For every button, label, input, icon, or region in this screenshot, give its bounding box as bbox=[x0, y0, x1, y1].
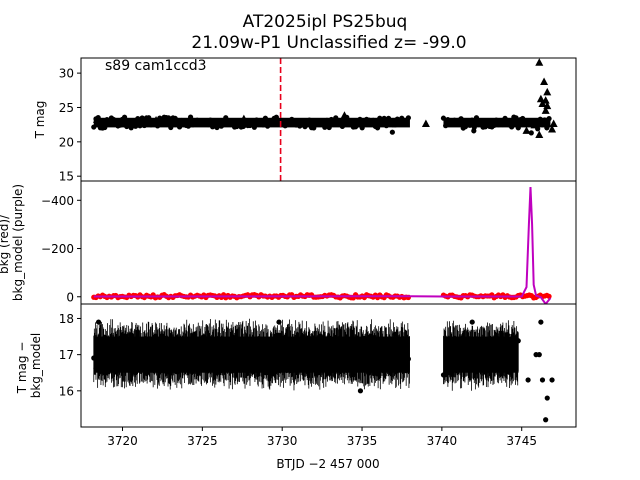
chart-subtitle: 21.09w-P1 Unclassified z= -99.0 bbox=[191, 33, 466, 53]
bkg-panel: 0 −200 −400 bbox=[41, 180, 577, 305]
tmag-triangle-19 bbox=[549, 119, 558, 127]
tmag-point-3 bbox=[528, 130, 534, 136]
xtick-label-2: 3730 bbox=[267, 434, 298, 448]
tmag-triangle-4 bbox=[421, 119, 430, 127]
diff-point-2 bbox=[263, 370, 269, 376]
x-axis-ticks: 3720 3725 3730 3735 3740 3745 bbox=[107, 427, 537, 448]
bkg-ytick-label-2: −400 bbox=[41, 194, 74, 208]
tmag-triangle-5 bbox=[457, 116, 466, 125]
diff-y-label-line1: T mag − bbox=[15, 342, 29, 395]
diff-point-10 bbox=[538, 319, 544, 325]
diff-point-4 bbox=[469, 319, 475, 325]
tmag-series-triangles bbox=[92, 58, 558, 138]
bkg-series-bkg_model bbox=[93, 186, 552, 304]
diff-series-band bbox=[91, 318, 521, 391]
tmag-triangle-1 bbox=[152, 116, 161, 124]
chart-title: AT2025ipl PS25buq bbox=[243, 12, 408, 32]
tmag-ytick-label-0: 15 bbox=[59, 170, 74, 184]
tmag-triangle-18 bbox=[548, 124, 557, 133]
diff-point-0 bbox=[357, 388, 364, 394]
tmag-marks bbox=[91, 58, 558, 181]
x-axis-label: BTJD −2 457 000 bbox=[276, 457, 379, 471]
diff-point-3 bbox=[95, 319, 102, 325]
bkg-ytick-label-0: 0 bbox=[66, 290, 74, 304]
diff-point-12 bbox=[525, 377, 531, 383]
diff-band-dots-0 bbox=[91, 331, 411, 378]
tmag-ytick-label-3: 30 bbox=[59, 67, 74, 81]
tmag-triangle-15 bbox=[543, 101, 552, 110]
xtick-label-0: 3720 bbox=[107, 434, 138, 448]
diff-point-9 bbox=[536, 352, 542, 358]
diff-y-label-line2: bkg_model bbox=[29, 333, 43, 399]
tmag-triangle-2 bbox=[239, 114, 248, 123]
tmag-ytick-label-1: 20 bbox=[59, 135, 74, 149]
tmag-triangle-11 bbox=[541, 106, 550, 114]
xtick-label-4: 3740 bbox=[427, 434, 458, 448]
tmag-triangle-16 bbox=[541, 96, 550, 104]
bkg-y-label: bkg (red)/ bkg_model (purple) bbox=[0, 184, 25, 301]
tmag-band-dots-0 bbox=[91, 114, 411, 131]
tmag-triangle-0 bbox=[92, 115, 101, 123]
tmag-triangle-9 bbox=[540, 117, 549, 125]
diff-series-dots bbox=[95, 319, 555, 423]
tmag-y-ticks: 15 20 25 30 bbox=[59, 67, 81, 184]
bkg-ytick-label-1: −200 bbox=[41, 242, 74, 256]
diff-marks bbox=[91, 318, 555, 423]
tmag-point-1 bbox=[389, 129, 395, 135]
bkg-marks bbox=[91, 186, 552, 304]
tmag-annotation: s89 cam1ccd3 bbox=[105, 58, 207, 74]
diff-panel: 16 17 18 bbox=[59, 303, 577, 428]
diff-point-5 bbox=[543, 417, 549, 423]
diff-y-label: T mag − bkg_model bbox=[15, 333, 43, 399]
tmag-triangle-8 bbox=[535, 130, 544, 138]
diff-band-dots-1 bbox=[440, 332, 521, 378]
tmag-point-4 bbox=[535, 126, 541, 132]
tmag-triangle-6 bbox=[522, 126, 531, 134]
diff-y-ticks: 16 17 18 bbox=[59, 312, 81, 398]
bkg-line-bkg_model bbox=[93, 186, 552, 304]
diff-point-6 bbox=[544, 395, 550, 401]
bkg-y-ticks: 0 −200 −400 bbox=[41, 194, 81, 304]
tmag-point-0 bbox=[297, 123, 303, 129]
tmag-triangle-7 bbox=[530, 120, 539, 129]
diff-frame bbox=[80, 303, 577, 428]
diff-point-1 bbox=[276, 319, 282, 325]
tmag-series-dots bbox=[297, 123, 541, 136]
tmag-ytick-label-2: 25 bbox=[59, 101, 74, 115]
tmag-triangle-10 bbox=[543, 87, 552, 96]
diff-point-11 bbox=[549, 377, 555, 383]
bkg-y-label-line2: bkg_model (purple) bbox=[11, 184, 25, 301]
diff-ytick-label-2: 18 bbox=[59, 312, 74, 326]
diff-point-7 bbox=[539, 377, 546, 383]
tmag-triangle-3 bbox=[340, 111, 349, 119]
xtick-label-1: 3725 bbox=[187, 434, 218, 448]
bkg-y-label-line1: bkg (red)/ bbox=[0, 214, 11, 274]
tmag-point-2 bbox=[471, 128, 477, 134]
xtick-label-5: 3745 bbox=[506, 434, 537, 448]
tmag-y-label: T mag bbox=[33, 101, 47, 140]
tmag-triangle-17 bbox=[535, 58, 544, 66]
tmag-triangle-14 bbox=[540, 77, 549, 86]
diff-ytick-label-0: 16 bbox=[59, 384, 74, 398]
diff-ytick-label-1: 17 bbox=[59, 348, 74, 362]
xtick-label-3: 3735 bbox=[347, 434, 378, 448]
tmag-triangle-13 bbox=[536, 94, 545, 103]
